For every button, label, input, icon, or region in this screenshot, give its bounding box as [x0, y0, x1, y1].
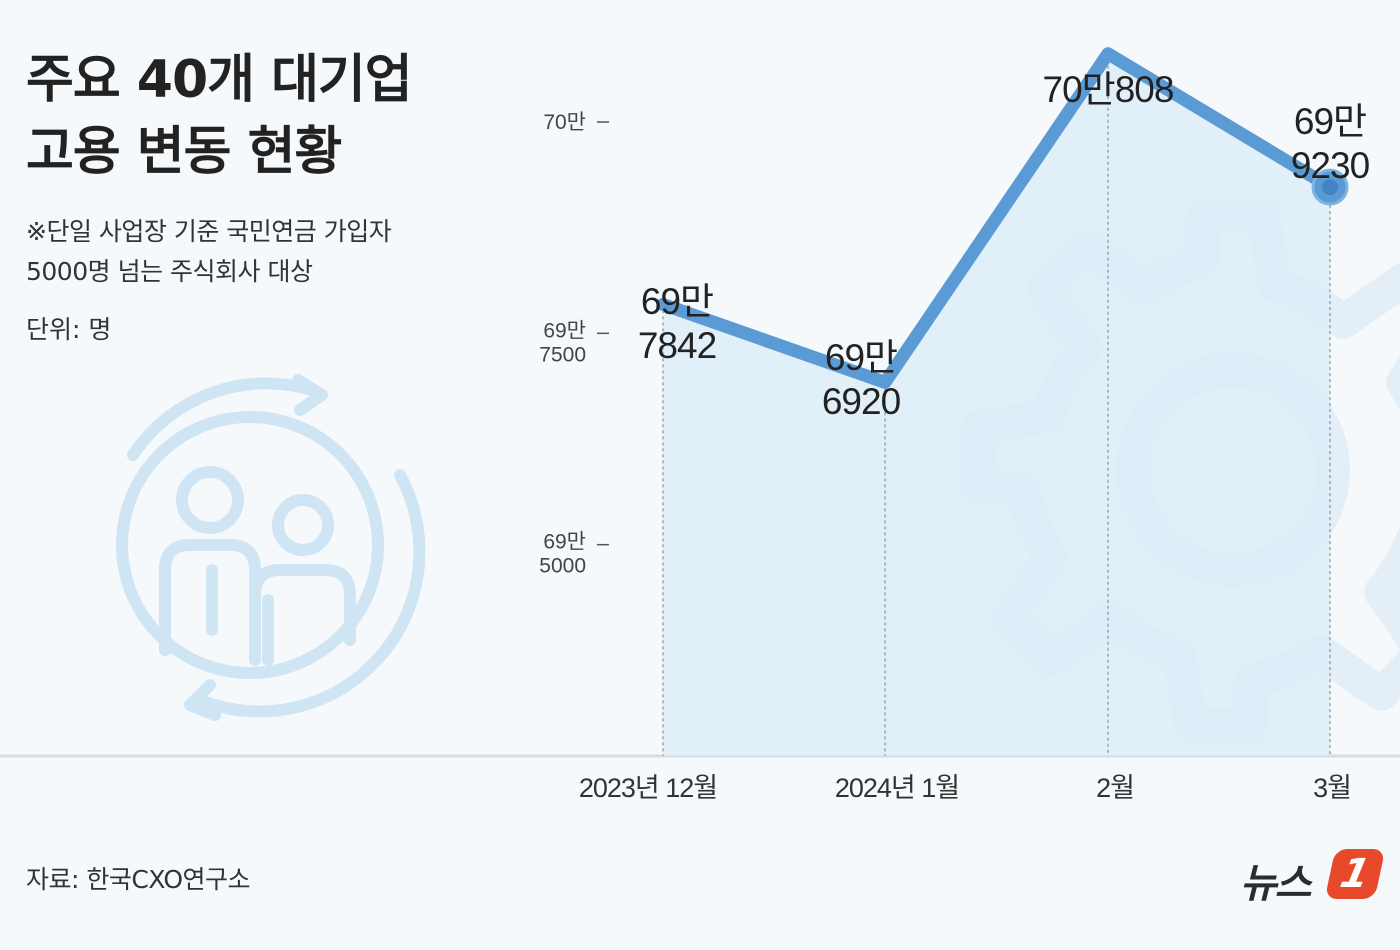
data-label: 69만	[825, 337, 897, 378]
logo-badge: 1	[1324, 849, 1386, 899]
y-tick-label: 70만	[543, 111, 586, 134]
y-tick-label: 7500	[539, 343, 586, 366]
unit-label: 단위: 명	[26, 315, 112, 344]
subtitle-note: ※단일 사업장 기준 국민연금 가입자 5000명 넘는 주식회사 대상	[26, 212, 392, 292]
title-line-2: 고용 변동 현황	[26, 122, 342, 182]
data-label: 7842	[638, 325, 716, 366]
data-label: 6920	[822, 381, 901, 422]
source-label: 자료: 한국CXO연구소	[26, 865, 251, 894]
note-line-2: 5000명 넘는 주식회사 대상	[26, 257, 313, 286]
data-label: 69만	[641, 281, 713, 322]
y-tick-label: 5000	[539, 555, 586, 578]
data-label: 9230	[1291, 145, 1370, 186]
series-line	[656, 47, 1349, 389]
area-shape	[663, 53, 1330, 756]
note-line-1: ※단일 사업장 기준 국민연금 가입자	[26, 217, 392, 246]
logo-text: 뉴스	[1240, 861, 1312, 907]
guide-lines	[662, 53, 1331, 756]
x-tick-label: 3월	[1313, 773, 1351, 803]
data-label: 70만808	[1043, 69, 1174, 110]
area-fill	[663, 53, 1330, 756]
y-tick-label: 69만	[543, 531, 586, 554]
page-title: 주요 40개 대기업 고용 변동 현황	[26, 44, 413, 188]
series-polyline	[656, 47, 1337, 389]
news1-logo: 뉴스 1	[1240, 845, 1390, 907]
x-tick-label: 2023년 12월	[579, 773, 717, 803]
x-tick-label: 2024년 1월	[835, 773, 959, 803]
x-axis-labels: 2023년 12월 2024년 1월 2월 3월	[579, 773, 1352, 803]
y-tick-label: 69만	[543, 319, 586, 342]
people-cycle-icon	[116, 374, 426, 721]
x-tick-label: 2월	[1096, 773, 1134, 803]
logo-badge-text: 1	[1336, 851, 1374, 897]
series-end-point-core	[1322, 179, 1338, 196]
data-label: 69만	[1294, 101, 1366, 142]
title-line-1: 주요 40개 대기업	[26, 50, 413, 110]
